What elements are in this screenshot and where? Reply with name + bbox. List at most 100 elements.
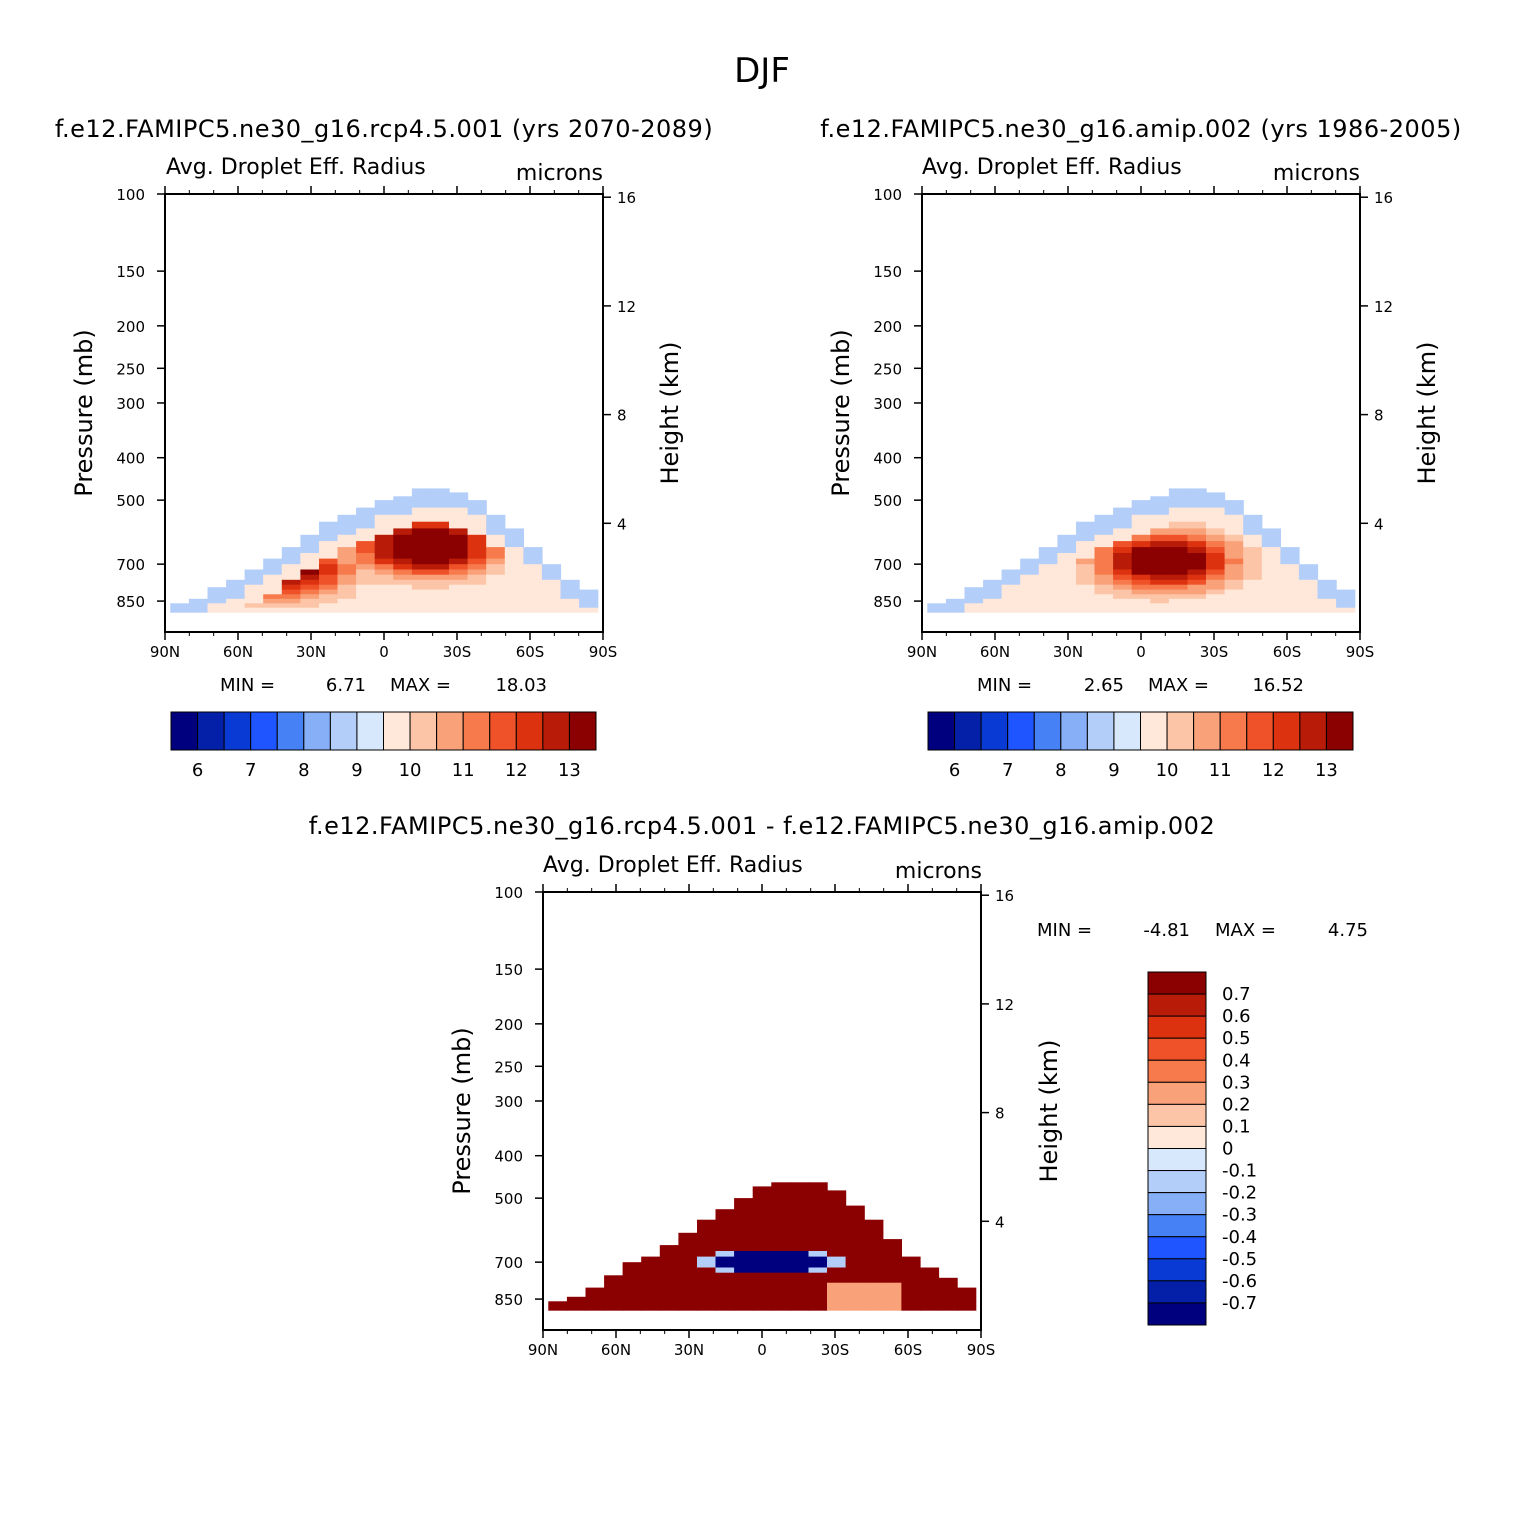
heatmap-cell — [1020, 607, 1040, 613]
heatmap-cell — [337, 553, 357, 560]
heatmap-cell — [1150, 598, 1170, 604]
panel-amip: 90N 60N 30N 0 30S 60S 90S 100 150 200 250 300 400 500… — [827, 155, 1441, 781]
heatmap-cell — [697, 1219, 717, 1227]
heatmap-cell — [560, 594, 580, 600]
heatmap-cell — [938, 1301, 958, 1307]
heatmap-cell — [827, 1277, 847, 1284]
heatmap-cell — [1317, 584, 1337, 591]
diff-panel-subtitle: f.e12.FAMIPC5.ne30_g16.rcp4.5.001 - f.e1… — [309, 812, 1215, 840]
heatmap-cell — [374, 541, 394, 548]
x-tick-label: 60N — [601, 1341, 631, 1359]
y2-axis-label: Height (km) — [656, 342, 684, 485]
heatmap-cell — [715, 1277, 735, 1284]
heatmap-cell — [1150, 584, 1170, 591]
heatmap-cell — [715, 1287, 735, 1293]
heatmap-cell — [263, 579, 283, 586]
heatmap-cell — [1243, 569, 1263, 576]
heatmap-cell — [697, 1239, 717, 1246]
heatmap-cell — [827, 1219, 847, 1227]
heatmap-cell — [789, 1226, 810, 1234]
heatmap-cell — [467, 541, 487, 548]
heatmap-cell — [1150, 514, 1170, 523]
heatmap-cell — [1187, 564, 1207, 571]
heatmap-cell — [1206, 579, 1226, 586]
x-tick-label: 30N — [296, 643, 326, 661]
heatmap-cell — [393, 547, 413, 554]
heatmap-cell — [374, 534, 394, 542]
heatmap-cell — [504, 579, 524, 586]
heatmap-cell — [1113, 594, 1133, 600]
heatmap-cell — [1150, 603, 1170, 609]
heatmap-cell — [430, 488, 450, 493]
heatmap-cell — [1187, 589, 1207, 595]
heatmap-cell — [523, 564, 543, 571]
colorbar-swatch — [1147, 1015, 1207, 1039]
heatmap-cell — [1261, 598, 1281, 604]
heatmap-cell — [622, 1262, 642, 1269]
heatmap-cell — [411, 521, 432, 529]
heatmap-cell — [467, 500, 487, 509]
heatmap-cell — [808, 1219, 828, 1227]
heatmap-cell — [486, 569, 506, 576]
heatmap-cell — [1038, 603, 1058, 609]
y-tick-label: 250 — [494, 1058, 523, 1076]
colorbar-label: 0.1 — [1222, 1116, 1251, 1137]
colorbar-label: 11 — [1209, 760, 1232, 781]
heatmap-cell — [1038, 574, 1058, 581]
heatmap-cell — [1131, 579, 1151, 586]
heatmap-cell — [523, 598, 543, 604]
heatmap-cell — [752, 1251, 772, 1258]
heatmap-cell — [771, 1296, 791, 1302]
y2-tick-label: 12 — [617, 298, 636, 316]
heatmap-cell — [827, 1282, 847, 1289]
heatmap-cell — [845, 1287, 865, 1293]
heatmap-cell — [1094, 541, 1114, 548]
heatmap-cell — [1168, 579, 1189, 586]
heatmap-cell — [1113, 521, 1133, 529]
heatmap-cell — [244, 569, 264, 576]
heatmap-cell — [901, 1301, 921, 1307]
heatmap-cell — [411, 598, 432, 604]
heatmap-cell — [486, 574, 506, 581]
heatmap-cell — [1168, 612, 1189, 613]
y2-tick-label: 4 — [995, 1213, 1005, 1231]
heatmap-cell — [449, 569, 469, 576]
heatmap-cell — [1076, 594, 1096, 600]
heatmap-cell — [504, 534, 524, 542]
heatmap-cell — [411, 488, 432, 493]
heatmap-cell — [1113, 569, 1133, 576]
heatmap-cell — [523, 594, 543, 600]
x-tick-label: 30N — [674, 1341, 704, 1359]
heatmap-cell — [1150, 541, 1170, 548]
heatmap-cell — [1187, 514, 1207, 523]
heatmap-cell — [864, 1245, 884, 1252]
heatmap-cell — [1168, 564, 1189, 571]
heatmap-cell — [1150, 507, 1170, 516]
heatmap-cell — [641, 1256, 661, 1263]
heatmap-cell — [659, 1262, 679, 1269]
heatmap-cell — [579, 612, 599, 613]
panel-title: Avg. Droplet Eff. Radius — [166, 155, 426, 180]
heatmap-cell — [715, 1209, 735, 1214]
heatmap-cell — [300, 594, 320, 600]
colorbar-swatch — [1147, 1280, 1207, 1304]
heatmap-cell — [882, 1305, 902, 1311]
heatmap-cell — [697, 1292, 717, 1298]
heatmap-cell — [281, 589, 301, 595]
heatmap-cell — [300, 607, 320, 613]
heatmap-cell — [1076, 528, 1096, 536]
heatmap-cell — [579, 594, 599, 600]
heatmap-cell — [411, 547, 432, 554]
colorbar-label: -0.5 — [1222, 1249, 1257, 1270]
heatmap-cell — [244, 589, 264, 595]
heatmap-cell — [1206, 514, 1226, 523]
heatmap-cell — [1224, 507, 1244, 516]
heatmap-cell — [882, 1256, 902, 1263]
heatmap-cell — [752, 1310, 772, 1311]
heatmap-cell — [678, 1282, 698, 1289]
heatmap-cell — [901, 1262, 921, 1269]
heatmap-cell — [622, 1292, 642, 1298]
heatmap-cell — [734, 1267, 754, 1274]
heatmap-cell — [467, 584, 487, 591]
heatmap-cell — [1317, 603, 1337, 609]
